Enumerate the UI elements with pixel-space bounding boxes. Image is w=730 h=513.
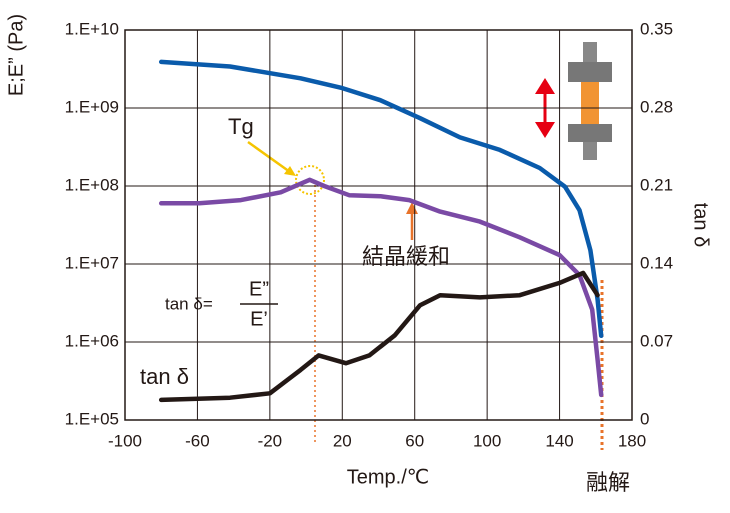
y2-tick-label: 0.14	[640, 253, 673, 272]
tg-arrowhead	[284, 166, 296, 176]
y2-tick-label: 0.35	[640, 19, 673, 38]
y2-tick-label: 0.21	[640, 175, 673, 194]
x-tick-label: -60	[185, 431, 210, 450]
annotation: Tg	[228, 114, 254, 139]
annotation: tan δ	[140, 364, 189, 389]
x-tick-label: 100	[473, 431, 501, 450]
xlabel: Temp./℃	[347, 466, 429, 488]
annotation: tan δ=	[165, 294, 213, 313]
series-line	[158, 177, 604, 398]
annotation: 融解	[586, 470, 630, 495]
x-tick-label: 60	[405, 431, 424, 450]
x-tick-label: -20	[258, 431, 283, 450]
x-tick-label: 140	[545, 431, 573, 450]
plot-area	[124, 29, 633, 421]
annotation: 結晶緩和	[362, 244, 450, 269]
y-tick-label: 1.E+07	[65, 253, 119, 272]
y-tick-label: 1.E+06	[65, 331, 119, 350]
y2-tick-label: 0.28	[640, 97, 673, 116]
series-line	[158, 270, 600, 403]
y-tick-label: 1.E+09	[65, 97, 119, 116]
y-tick-label: 1.E+05	[65, 409, 119, 428]
x-tick-label: 180	[618, 431, 646, 450]
series-line	[158, 59, 604, 339]
y-tick-label: 1.E+08	[65, 175, 119, 194]
x-tick-label: 20	[333, 431, 352, 450]
y2label: tan δ	[690, 203, 712, 248]
annotation: E”	[249, 278, 269, 300]
y-tick-label: 1.E+10	[65, 19, 119, 38]
tg-circle	[295, 165, 325, 195]
y2-tick-label: 0.07	[640, 331, 673, 350]
annotation: E’	[250, 308, 268, 330]
ylabel: E;E” (Pa)	[5, 14, 27, 96]
y2-tick-label: 0	[640, 409, 649, 428]
x-tick-label: -100	[108, 431, 142, 450]
tg-arrow	[247, 140, 291, 174]
specimen-icon	[535, 42, 612, 160]
